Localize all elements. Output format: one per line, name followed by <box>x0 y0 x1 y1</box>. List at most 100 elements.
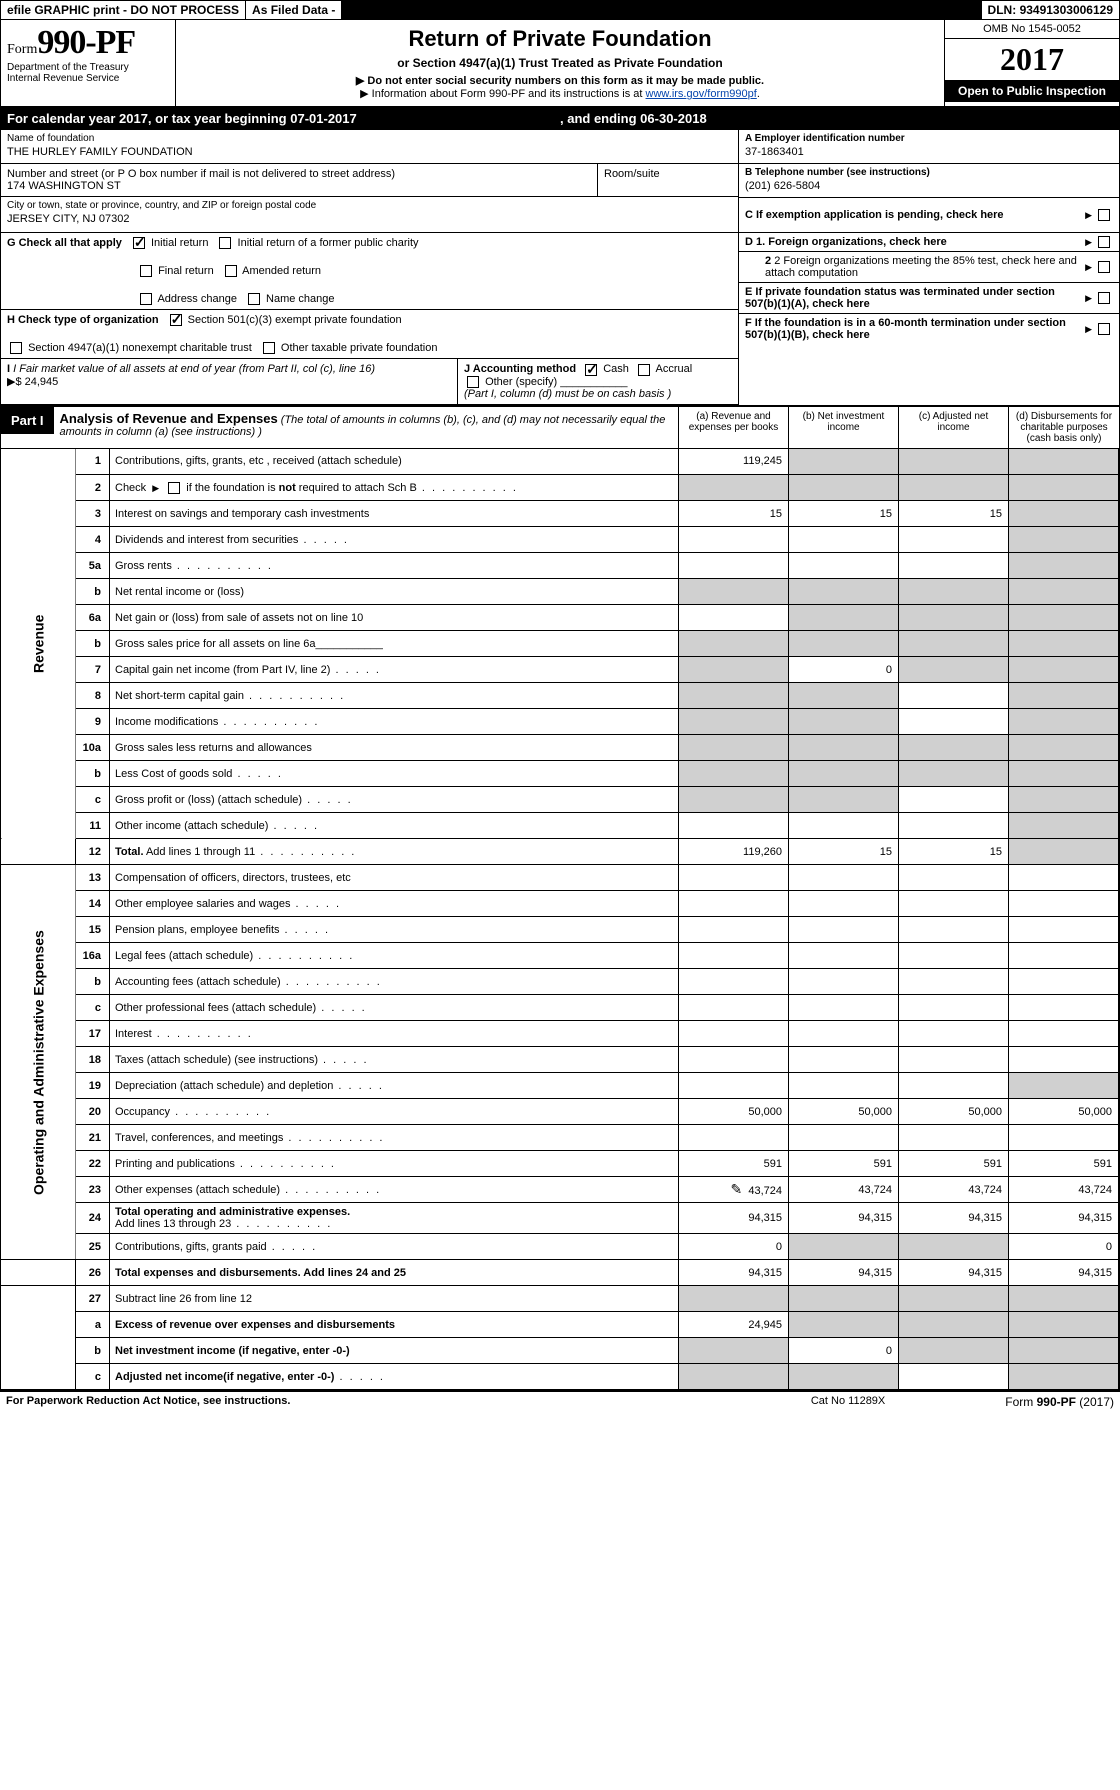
final-return-checkbox[interactable] <box>140 265 152 277</box>
row-num: c <box>76 787 110 813</box>
row-desc: Other income (attach schedule) <box>110 813 679 839</box>
paperwork-notice: For Paperwork Reduction Act Notice, see … <box>6 1395 811 1409</box>
cell-c <box>899 943 1009 969</box>
row-desc: Other expenses (attach schedule) <box>110 1177 679 1203</box>
row-text: Dividends and interest from securities <box>115 534 298 546</box>
cell-c <box>899 527 1009 553</box>
cell-a <box>679 1073 789 1099</box>
row-num: 21 <box>76 1125 110 1151</box>
initial-return-label: Initial return <box>151 237 208 249</box>
row-desc: Other professional fees (attach schedule… <box>110 995 679 1021</box>
other-taxable-checkbox[interactable] <box>263 342 275 354</box>
checks-left: G Check all that apply Initial return In… <box>1 233 739 405</box>
cell-c: 94,315 <box>899 1203 1009 1234</box>
cell-b <box>789 787 899 813</box>
header-mid: Return of Private Foundation or Section … <box>176 20 944 106</box>
cell-b <box>789 761 899 787</box>
address-cell: Number and street (or P O box number if … <box>1 164 598 196</box>
amended-checkbox[interactable] <box>225 265 237 277</box>
cell-b <box>789 1047 899 1073</box>
row-desc: Check if the foundation is not required … <box>110 475 679 501</box>
cell-a <box>679 631 789 657</box>
cell-c <box>899 449 1009 475</box>
table-row: bLess Cost of goods sold <box>1 761 1119 787</box>
other-taxable-label: Other taxable private foundation <box>281 342 438 354</box>
j-cell: J Accounting method Cash Accrual Other (… <box>458 359 738 403</box>
table-row: 9Income modifications <box>1 709 1119 735</box>
cell-b <box>789 865 899 891</box>
name-cell: Name of foundation THE HURLEY FAMILY FOU… <box>1 130 738 164</box>
cell-b: 591 <box>789 1151 899 1177</box>
cell-c <box>899 1338 1009 1364</box>
amended-label: Amended return <box>242 265 321 277</box>
revenue-side-label: Revenue <box>1 449 76 839</box>
cell-c <box>899 1021 1009 1047</box>
cell-c: 94,315 <box>899 1260 1009 1286</box>
f-row: F If the foundation is in a 60-month ter… <box>739 314 1119 344</box>
table-row: bNet rental income or (loss) <box>1 579 1119 605</box>
row-desc: Net rental income or (loss) <box>110 579 679 605</box>
j-note: (Part I, column (d) must be on cash basi… <box>464 388 671 400</box>
cell-d: 591 <box>1009 1151 1119 1177</box>
i-cell: I I Fair market value of all assets at e… <box>1 359 458 403</box>
row-num: 16a <box>76 943 110 969</box>
row-text: Legal fees (attach schedule) <box>115 950 253 962</box>
initial-return-checkbox[interactable] <box>133 237 145 249</box>
accrual-checkbox[interactable] <box>638 364 650 376</box>
cell-c <box>899 1364 1009 1390</box>
cell-d <box>1009 1286 1119 1312</box>
cell-a <box>679 787 789 813</box>
table-row: 26Total expenses and disbursements. Add … <box>1 1260 1119 1286</box>
other-method-checkbox[interactable] <box>467 376 479 388</box>
e-checkbox[interactable] <box>1098 292 1110 304</box>
e-label: E If private foundation status was termi… <box>745 286 1055 310</box>
cell-d <box>1009 501 1119 527</box>
cell-b <box>789 527 899 553</box>
note2-post: . <box>757 88 760 100</box>
f-checkbox[interactable] <box>1098 323 1110 335</box>
s501-checkbox[interactable] <box>170 314 182 326</box>
cash-checkbox[interactable] <box>585 364 597 376</box>
row-desc: Interest on savings and temporary cash i… <box>110 501 679 527</box>
note1-text: ▶ Do not enter social security numbers o… <box>356 75 764 87</box>
cell-d <box>1009 579 1119 605</box>
dept-irs: Internal Revenue Service <box>7 73 169 84</box>
header-left: Form990-PF Department of the Treasury In… <box>1 20 176 106</box>
d1-checkbox[interactable] <box>1098 236 1110 248</box>
address-change-checkbox[interactable] <box>140 293 152 305</box>
row-desc: Contributions, gifts, grants, etc , rece… <box>110 449 679 475</box>
schb-checkbox[interactable] <box>168 482 180 494</box>
exemption-checkbox[interactable] <box>1098 209 1110 221</box>
row-text: Total expenses and disbursements. Add li… <box>115 1267 406 1279</box>
d2-checkbox[interactable] <box>1098 261 1110 273</box>
cell-a <box>679 1021 789 1047</box>
cell-b: 15 <box>789 839 899 865</box>
row-text: Capital gain net income (from Part IV, l… <box>115 664 330 676</box>
table-row: Revenue 1Contributions, gifts, grants, e… <box>1 449 1119 475</box>
cell-a <box>679 709 789 735</box>
cal-pre: For calendar year 2017, or tax year begi… <box>7 111 290 126</box>
table-row: 8Net short-term capital gain <box>1 683 1119 709</box>
name-change-checkbox[interactable] <box>248 293 260 305</box>
cell-b <box>789 709 899 735</box>
phone-cell: B Telephone number (see instructions) (2… <box>739 164 1119 198</box>
cell-d <box>1009 605 1119 631</box>
pencil-icon[interactable] <box>730 1185 742 1197</box>
cell-a <box>679 735 789 761</box>
initial-former-checkbox[interactable] <box>219 237 231 249</box>
table-row: 11Other income (attach schedule) <box>1 813 1119 839</box>
cell-b <box>789 1286 899 1312</box>
cell-a: 15 <box>679 501 789 527</box>
row-desc: Adjusted net income(if negative, enter -… <box>110 1364 679 1390</box>
expenses-side-label: Operating and Administrative Expenses <box>1 865 76 1260</box>
form-header: Form990-PF Department of the Treasury In… <box>1 20 1119 107</box>
cell-a: 119,260 <box>679 839 789 865</box>
cell-a: 591 <box>679 1151 789 1177</box>
cell-b <box>789 1125 899 1151</box>
ein-value: 37-1863401 <box>745 144 1113 158</box>
table-row: 22Printing and publications591591591591 <box>1 1151 1119 1177</box>
irs-link[interactable]: www.irs.gov/form990pf <box>646 88 757 100</box>
s4947-checkbox[interactable] <box>10 342 22 354</box>
ein-label: A Employer identification number <box>745 133 905 144</box>
d1-row: D 1. Foreign organizations, check here <box>739 233 1119 252</box>
